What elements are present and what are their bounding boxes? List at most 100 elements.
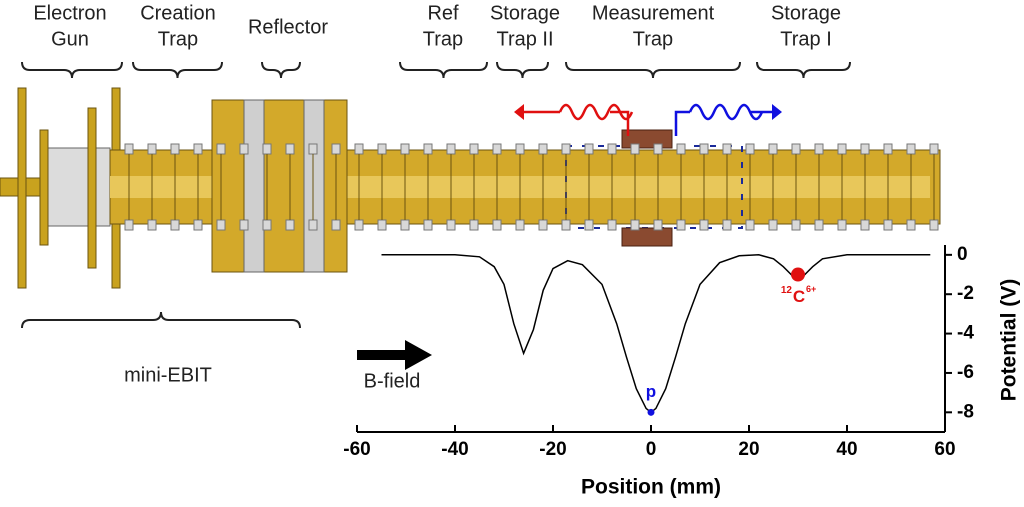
red-coil: [520, 103, 634, 136]
ion-charge: 6+: [806, 284, 816, 294]
electrode-cap: [791, 143, 801, 155]
electrode-cap: [400, 219, 410, 231]
section-label: Storage: [771, 2, 841, 24]
blue-coil: [674, 103, 776, 136]
electrode-cap: [814, 143, 824, 155]
electrode-cap: [285, 143, 295, 155]
section-label: Creation: [140, 2, 216, 24]
electrode-cap: [492, 143, 502, 155]
ion-symbol: C: [793, 287, 805, 306]
coil-block: [621, 227, 673, 247]
x-tick-label: 0: [646, 439, 657, 460]
electrode-cap: [354, 143, 364, 155]
y-axis-label: Potential (V): [998, 279, 1021, 402]
electrode-cap: [469, 219, 479, 231]
y-tick-label: 0: [957, 244, 968, 265]
electrode-cap: [561, 143, 571, 155]
electrode-cap: [538, 143, 548, 155]
particle-label: p: [646, 382, 656, 401]
x-tick-label: -40: [441, 439, 468, 460]
electrode-cap: [147, 219, 157, 231]
section-label: Trap II: [496, 28, 553, 50]
electrode-cap: [216, 143, 226, 155]
electrode-cap: [262, 219, 272, 231]
electrode-cap: [860, 219, 870, 231]
electrode-cap: [469, 143, 479, 155]
particle-marker: [791, 267, 805, 282]
device-label: mini-EBIT: [124, 364, 212, 386]
electrode-cap: [906, 143, 916, 155]
electrode-cap: [699, 143, 709, 155]
section-bracket: [565, 61, 741, 79]
section-label: Storage: [490, 2, 560, 24]
electrode-cap: [584, 219, 594, 231]
apparatus: [0, 87, 941, 370]
reflector-bolt: [303, 99, 325, 273]
section-bracket: [756, 61, 851, 79]
x-tick-label: -20: [539, 439, 566, 460]
electrode-cap: [377, 219, 387, 231]
electrode-cap: [354, 219, 364, 231]
electrode-cap: [538, 219, 548, 231]
electrode-cap: [929, 219, 939, 231]
gun-plate: [87, 107, 97, 269]
electrode-cap: [239, 143, 249, 155]
field-arrow: [357, 340, 432, 370]
electrode-cap: [768, 219, 778, 231]
section-label: Measurement: [592, 2, 715, 24]
device-bracket: [21, 311, 301, 329]
x-tick-label: -60: [343, 439, 370, 460]
section-bracket: [132, 61, 223, 79]
electrode-cap: [285, 219, 295, 231]
x-tick-label: 40: [836, 439, 857, 460]
electrode-cap: [791, 219, 801, 231]
electrode-cap: [193, 143, 203, 155]
section-bracket: [261, 61, 301, 79]
section-bracket: [399, 61, 488, 79]
x-tick-label: 60: [934, 439, 955, 460]
electrode-cap: [170, 143, 180, 155]
electrode-cap: [883, 219, 893, 231]
electrode-cap: [745, 143, 755, 155]
gun-plate: [39, 129, 49, 246]
electrode-cap: [308, 143, 318, 155]
electrode-cap: [929, 143, 939, 155]
particle-marker: [647, 408, 655, 416]
electrode-cap: [883, 143, 893, 155]
electrode-cap: [446, 143, 456, 155]
electrode-cap: [722, 143, 732, 155]
electrode-cap: [423, 143, 433, 155]
electrode-cap: [676, 143, 686, 155]
electrode-cap: [331, 219, 341, 231]
electrode-cap: [630, 219, 640, 231]
section-label: Gun: [51, 28, 89, 50]
section-label: Electron: [33, 2, 106, 24]
reflector-block: [211, 99, 348, 273]
blue-arrow: [772, 104, 782, 120]
electrode-cap: [262, 143, 272, 155]
ion-mass: 12: [781, 285, 793, 296]
electrode-cap: [400, 143, 410, 155]
electrode-cap: [699, 219, 709, 231]
section-label: Trap: [633, 28, 673, 50]
electrode-cap: [492, 219, 502, 231]
section-label: Trap: [423, 28, 463, 50]
electrode-cap: [124, 143, 134, 155]
electrode-cap: [630, 143, 640, 155]
coil-block: [621, 129, 673, 149]
field-label: B-field: [364, 370, 421, 392]
gun-body: [39, 147, 111, 227]
electrode-cap: [653, 143, 663, 155]
section-label: Ref: [427, 2, 459, 24]
electrode-cap: [768, 143, 778, 155]
y-tick-label: -4: [957, 323, 974, 344]
electrode-cap: [745, 219, 755, 231]
y-tick-label: -2: [957, 283, 974, 304]
electrode-cap: [193, 219, 203, 231]
electrode-cap: [377, 143, 387, 155]
electrode-cap: [331, 143, 341, 155]
electrode-cap: [561, 219, 571, 231]
electrode-cap: [906, 219, 916, 231]
section-bracket: [21, 61, 123, 79]
electrode-cap: [722, 219, 732, 231]
